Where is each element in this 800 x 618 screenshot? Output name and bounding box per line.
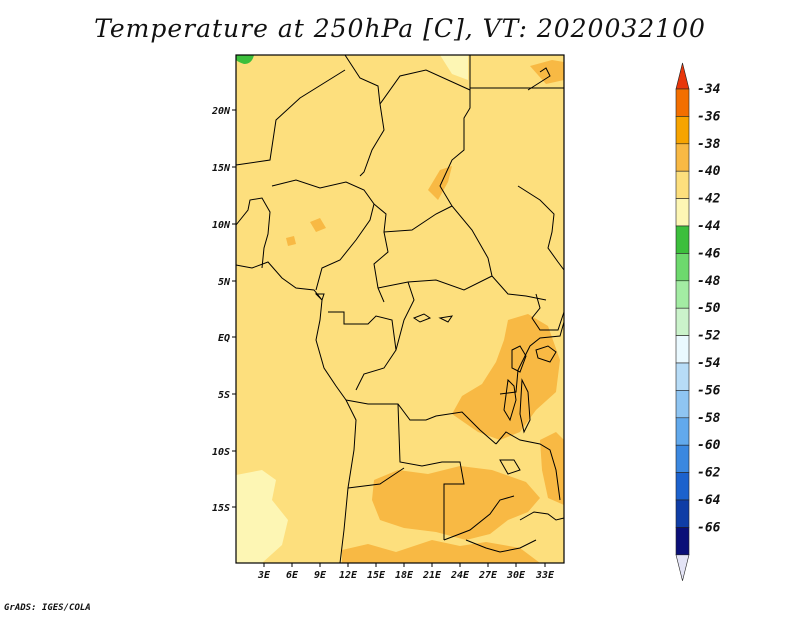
lon-tick-label: 33E <box>535 570 555 581</box>
lon-tick-label: 3E <box>257 570 271 581</box>
colorbar-swatch <box>675 362 690 391</box>
colorbar-swatch <box>675 444 690 473</box>
lat-tick-label: 20N <box>211 106 231 117</box>
lat-tick-label: 5N <box>218 277 231 288</box>
colorbar-swatch <box>675 143 690 172</box>
warm-patch-angola-zambia <box>372 466 540 540</box>
lat-tick-label: 10N <box>212 220 231 231</box>
lon-tick-label: 6E <box>286 570 299 581</box>
colorbar-swatch <box>675 198 690 227</box>
warm-patch-northeast <box>530 60 564 84</box>
cold-patch-north <box>440 55 468 80</box>
colorbar-label: -36 <box>697 109 721 124</box>
colorbar-label: -44 <box>697 219 721 234</box>
colorbar-label: -38 <box>697 137 721 152</box>
colorbar-label: -64 <box>697 493 721 508</box>
colorbar-swatch <box>675 390 690 419</box>
lon-tick-label: 30E <box>506 570 526 581</box>
colorbar-label: -52 <box>697 329 721 344</box>
colorbar-label: -56 <box>697 383 721 398</box>
colorbar-swatch <box>675 116 690 145</box>
lon-tick-label: 27E <box>478 570 498 581</box>
colorbar-swatch <box>675 499 690 528</box>
colorbar-swatch <box>675 472 690 501</box>
cold-patch-southwest <box>236 470 288 563</box>
colorbar: -34 -36 -38 -40 -42 -44 -46 -48 -50 -52 -54 -56 -58 -… <box>675 62 721 581</box>
lon-tick-label: 12E <box>339 570 358 581</box>
warm-patch-nigeria <box>310 218 326 232</box>
lon-tick-label: 15E <box>367 570 386 581</box>
lon-tick-label: 18E <box>395 570 414 581</box>
colorbar-swatch <box>675 417 690 446</box>
colorbar-label: -50 <box>697 301 721 316</box>
colorbar-label: -34 <box>697 82 721 97</box>
lat-tick-label: 10S <box>212 447 230 458</box>
lat-tick-label: 5S <box>218 390 230 401</box>
grads-credit: GrADS: IGES/COLA <box>4 603 91 613</box>
lat-tick-label: 15S <box>212 503 230 514</box>
lat-tick-label: EQ <box>218 333 230 344</box>
colorbar-label: -60 <box>697 438 721 453</box>
colorbar-swatch <box>675 170 690 199</box>
map-frame <box>235 54 565 564</box>
colorbar-label: -58 <box>697 411 721 426</box>
green-blob <box>236 55 254 64</box>
lon-tick-label: 24E <box>450 570 470 581</box>
colorbar-label: -54 <box>697 356 721 371</box>
warm-patch-east-africa <box>452 314 560 440</box>
colorbar-swatch <box>675 527 690 556</box>
colorbar-swatch <box>675 335 690 364</box>
warm-patch-south <box>342 540 540 563</box>
chart-title: Temperature at 250hPa [C], VT: 202003210… <box>94 14 706 43</box>
colorbar-swatch <box>675 307 690 336</box>
colorbar-swatch <box>675 554 690 581</box>
colorbar-label: -46 <box>697 246 721 261</box>
lakes <box>314 293 557 434</box>
colorbar-label: -62 <box>697 466 721 481</box>
colorbar-swatch <box>675 225 690 254</box>
country-borders <box>235 54 565 564</box>
lon-tick-label: 21E <box>422 570 442 581</box>
colorbar-swatch <box>675 253 690 282</box>
lon-tick-label: 9E <box>314 570 327 581</box>
warm-patch-sudan <box>428 166 452 200</box>
colorbar-label: -42 <box>697 192 721 207</box>
colorbar-label: -40 <box>697 164 721 179</box>
colorbar-label: -48 <box>697 274 721 289</box>
warm-patch-cameroon <box>286 236 296 246</box>
colorbar-swatch <box>675 62 690 90</box>
lat-axis: 20N 15N 10N 5N EQ 5S 10S 15S <box>211 106 236 514</box>
colorbar-swatch <box>675 88 690 117</box>
colorbar-swatch <box>675 280 690 309</box>
lat-tick-label: 15N <box>212 163 231 174</box>
lon-axis: 3E 6E 9E 12E 15E 18E 21E 24E 27E 30E 33E <box>257 563 555 581</box>
colorbar-label: -66 <box>697 520 721 535</box>
